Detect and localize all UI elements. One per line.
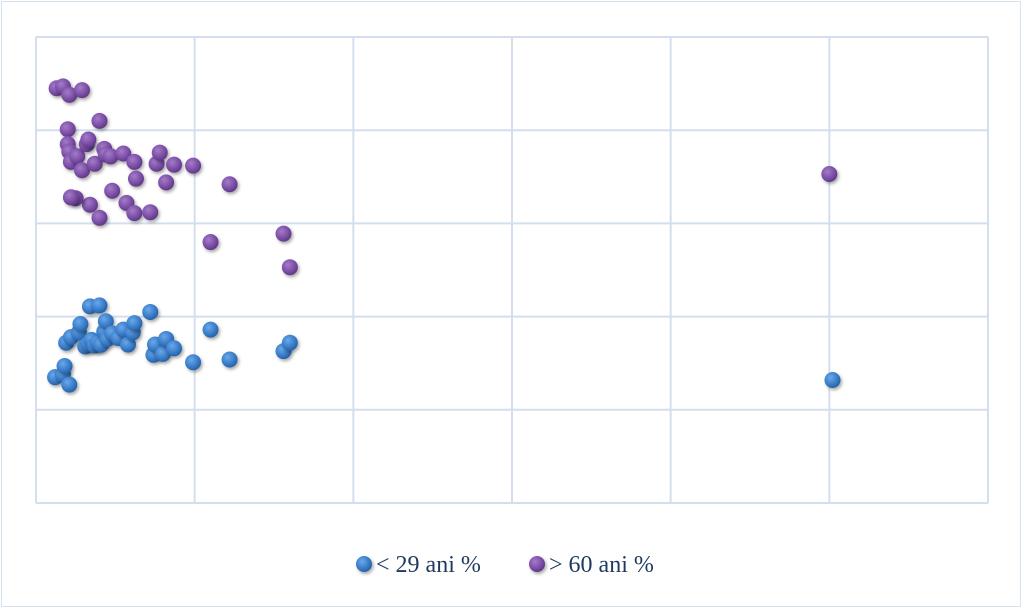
data-point (126, 153, 143, 170)
data-point (74, 162, 91, 179)
legend-marker-1 (356, 556, 372, 572)
data-point (74, 82, 91, 99)
data-point (91, 209, 108, 226)
data-point (86, 155, 103, 172)
data-point (281, 334, 298, 351)
data-point (221, 176, 238, 193)
series-1 (47, 297, 841, 393)
data-point (104, 182, 121, 199)
data-point (62, 189, 79, 206)
data-point (275, 225, 292, 242)
data-point (142, 204, 159, 221)
data-point (61, 86, 78, 103)
data-point (185, 157, 202, 174)
data-points (47, 78, 841, 393)
data-point (158, 174, 175, 191)
legend: < 29 ani % > 60 ani % (356, 552, 654, 578)
data-point (61, 376, 78, 393)
data-point (72, 316, 89, 333)
data-point (821, 166, 838, 183)
plot-grid (35, 36, 989, 504)
data-point (142, 303, 159, 320)
data-point (166, 340, 183, 357)
data-point (221, 351, 238, 368)
data-point (115, 145, 132, 162)
data-point (127, 170, 144, 187)
data-point (69, 148, 86, 165)
legend-label-1: < 29 ani % (376, 552, 481, 578)
data-point (202, 321, 219, 338)
data-point (80, 131, 97, 148)
data-point (59, 121, 76, 138)
data-point (120, 336, 137, 353)
legend-marker-2 (529, 556, 545, 572)
data-point (166, 156, 183, 173)
data-point (102, 148, 119, 165)
data-point (81, 196, 98, 213)
data-point (202, 234, 219, 251)
data-point (97, 313, 114, 330)
series-2 (48, 78, 838, 276)
data-point (281, 259, 298, 276)
data-point (91, 297, 108, 314)
legend-label-2: > 60 ani % (549, 552, 654, 578)
data-point (824, 371, 841, 388)
data-point (126, 205, 143, 222)
data-point (151, 144, 168, 161)
data-point (91, 112, 108, 129)
data-point (56, 357, 73, 374)
data-point (185, 354, 202, 371)
data-point (126, 315, 143, 332)
